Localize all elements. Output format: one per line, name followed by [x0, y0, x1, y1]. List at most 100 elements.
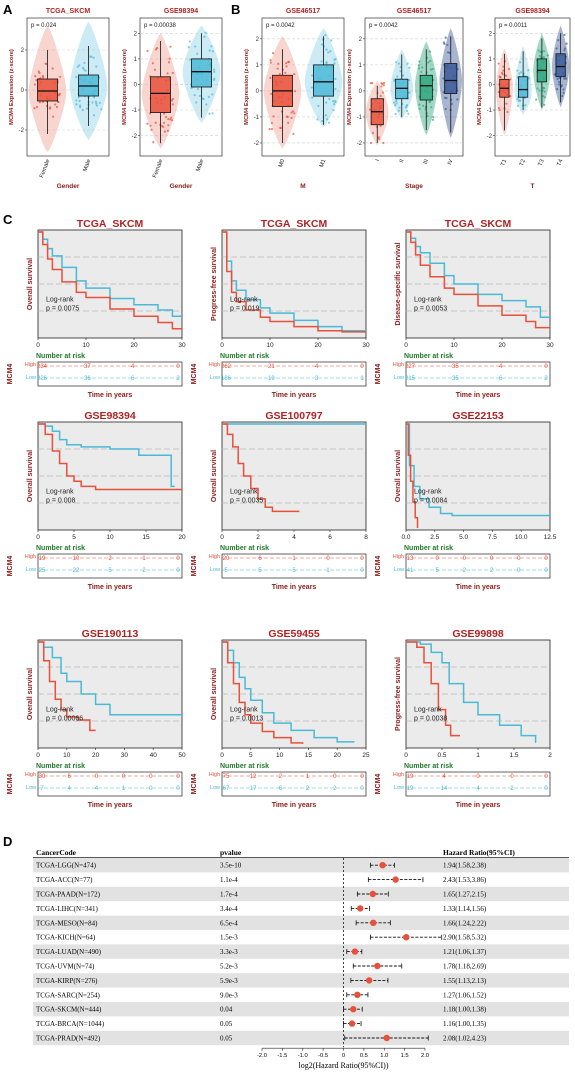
x-tick-label: T1: [500, 159, 508, 167]
data-point: [563, 49, 566, 52]
y-axis-title: MCM4 Expression (z-score): [477, 49, 483, 125]
data-point: [269, 61, 272, 64]
chart-title: GSE99898: [452, 628, 504, 640]
violin-charts: TCGA_SKCM -2 0 2 p = 0.024 Female Male Gender MC…: [9, 8, 571, 190]
x-tick-label: 0: [220, 752, 224, 759]
data-point: [556, 78, 559, 81]
data-point: [92, 114, 96, 117]
hazard-ratio-point: [403, 934, 410, 941]
risk-low-count: 41: [407, 568, 414, 574]
data-point: [519, 71, 523, 74]
data-point: [207, 95, 210, 99]
data-point: [94, 100, 98, 103]
x-tick-label: 10: [63, 752, 71, 759]
x-tick-label: 2.0: [421, 1053, 429, 1059]
p-value-label: p = 0.008: [46, 497, 75, 504]
x-tick-label: 15: [142, 534, 150, 541]
y-tick-label: 1: [256, 63, 260, 69]
p-value-label: p = 0.0035: [230, 497, 263, 504]
p-value-label: p = 0.0042: [369, 23, 398, 29]
panel-label-c: C: [3, 212, 13, 227]
data-point: [324, 114, 328, 117]
risk-high-count: 0: [95, 774, 99, 780]
y-tick-label: -2: [132, 134, 138, 140]
data-point: [382, 141, 385, 145]
chart-title: GSE98394: [164, 8, 198, 15]
data-point: [286, 115, 289, 119]
data-point: [506, 110, 509, 114]
log-rank-label: Log-rank: [414, 706, 442, 713]
risk-high-count: 0: [544, 556, 548, 562]
data-point: [418, 60, 421, 63]
data-point: [333, 62, 336, 65]
risk-table-title: Number at risk: [220, 545, 269, 552]
data-point: [205, 103, 208, 106]
data-point: [290, 111, 293, 114]
hazard-ratio-text: 1.55(1.13,2.13): [443, 977, 487, 985]
x-tick-label: M0: [278, 159, 286, 169]
data-point: [316, 118, 319, 121]
risk-high-count: 0: [490, 556, 494, 562]
data-point: [444, 36, 447, 39]
risk-high-count: 19: [39, 556, 46, 562]
data-point: [334, 77, 337, 80]
y-tick-label: 1: [489, 57, 493, 63]
x-tick-label: 4: [292, 534, 296, 541]
x-tick-label: 30: [546, 342, 554, 349]
data-point: [268, 128, 271, 131]
data-point: [380, 85, 383, 88]
hazard-ratio-text: 2.43(1.53,3.86): [443, 876, 487, 884]
data-point: [193, 93, 196, 97]
data-point: [325, 48, 328, 51]
data-point: [442, 91, 445, 94]
risk-high-count: 2: [108, 556, 112, 562]
data-point: [100, 108, 103, 111]
data-point: [334, 87, 337, 91]
data-point: [320, 43, 323, 46]
data-point: [332, 109, 335, 112]
data-point: [284, 71, 287, 74]
risk-high-count: 12: [250, 774, 257, 780]
data-point: [397, 62, 401, 65]
box-iqr: [419, 74, 433, 101]
data-point: [84, 69, 87, 72]
data-point: [188, 40, 191, 43]
forest-row: TCGA-ACC(N=77) 1.1e-4 2.43(1.53,3.86): [36, 876, 487, 884]
data-point: [563, 77, 566, 80]
hazard-ratio-point: [392, 876, 399, 883]
hazard-ratio-text: 1.16(1.00,1.35): [443, 1020, 487, 1028]
y-axis-title: Overall survival: [211, 668, 218, 720]
data-point: [167, 124, 170, 127]
p-value-label: p = 0.0075: [46, 305, 79, 312]
data-point: [98, 101, 101, 104]
high-expression-curve: [406, 641, 460, 737]
cancer-code: TCGA-KIRP(N=276): [36, 977, 98, 985]
risk-low-count: 14: [441, 786, 448, 792]
y-tick-label: 0: [489, 83, 493, 89]
risk-table-frame: [405, 553, 551, 579]
x-tick-label: -0.5: [318, 1053, 328, 1059]
data-point: [195, 101, 198, 104]
data-point: [169, 45, 172, 48]
risk-low-count: 4: [95, 786, 99, 792]
data-point: [188, 58, 192, 61]
chart-title: GSE46517: [397, 8, 431, 15]
y-tick-label: 0: [134, 83, 138, 89]
risk-high-count: 75: [223, 774, 230, 780]
risk-row-high-label: High: [393, 554, 404, 560]
high-expression-curve: [38, 641, 96, 732]
p-value: 5.9e-3: [220, 977, 238, 985]
y-axis-title: Progress-free survival: [211, 247, 218, 321]
cancer-code: TCGA-MESO(N=84): [36, 919, 98, 927]
x-tick-label: Male: [82, 159, 92, 173]
risk-high-count: 20: [223, 556, 230, 562]
y-tick-label: 0: [21, 88, 25, 94]
data-point: [408, 79, 411, 82]
data-point: [557, 39, 560, 42]
x-axis-title: Time in years: [88, 392, 133, 399]
x-tick-label: 1.0: [380, 1053, 388, 1059]
risk-low-count: 0: [176, 568, 180, 574]
